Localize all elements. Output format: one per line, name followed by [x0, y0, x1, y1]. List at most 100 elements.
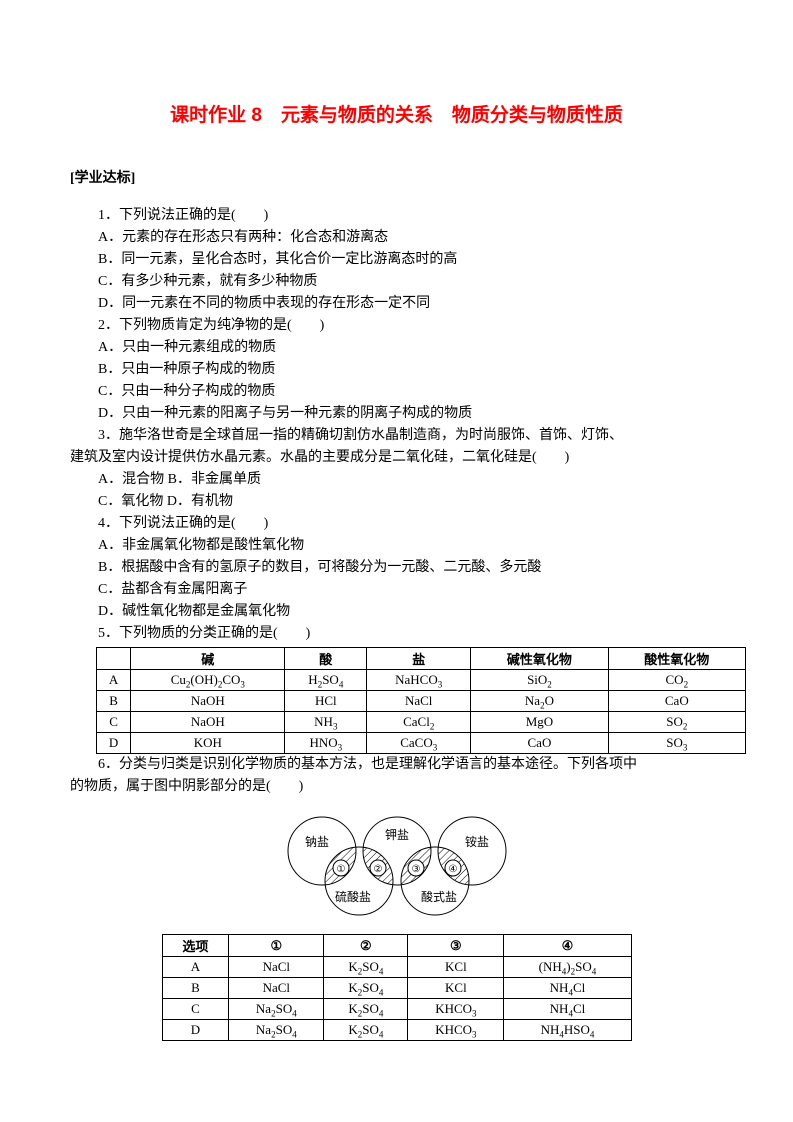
- table-header-cell: 酸性氧化物: [608, 648, 745, 670]
- q2-stem: 2．下列物质肯定为纯净物的是( ): [70, 315, 723, 337]
- label-bottom-left: 硫酸盐: [334, 889, 370, 904]
- table-cell: NH4Cl: [504, 978, 631, 999]
- table-cell: NH4Cl: [504, 999, 631, 1020]
- table-cell: CaO: [471, 733, 608, 754]
- num-4: ④: [448, 864, 457, 875]
- table-cell: NH4HSO4: [504, 1020, 631, 1041]
- q3-opt-a: A．混合物 B．非金属单质: [70, 469, 723, 491]
- q1-opt-a: A．元素的存在形态只有两种：化合态和游离态: [70, 227, 723, 249]
- table-cell: B: [162, 978, 229, 999]
- venn-diagram: ① ② ③ ④ 钠盐 钾盐 铵盐 硫酸盐 酸式盐: [267, 806, 527, 926]
- table-cell: K2SO4: [324, 999, 408, 1020]
- q1-opt-b: B．同一元素，呈化合态时，其化合价一定比游离态时的高: [70, 249, 723, 271]
- num-2: ②: [373, 864, 382, 875]
- table-cell: KHCO3: [408, 999, 504, 1020]
- table-row: BNaOHHClNaClNa2OCaO: [97, 691, 746, 712]
- table-cell: SO2: [608, 712, 745, 733]
- q6-line2: 的物质，属于图中阴影部分的是( ): [70, 776, 723, 798]
- table-cell: Cu2(OH)2CO3: [131, 670, 285, 691]
- label-top-right: 铵盐: [464, 834, 488, 849]
- q5-stem: 5．下列物质的分类正确的是( ): [70, 623, 723, 645]
- table-cell: K2SO4: [324, 957, 408, 978]
- table-header-cell: 碱: [131, 648, 285, 670]
- table-row: ANaClK2SO4KCl(NH4)2SO4: [162, 957, 631, 978]
- num-1: ①: [336, 864, 345, 875]
- q1-stem: 1．下列说法正确的是( ): [70, 205, 723, 227]
- table-cell: NaCl: [367, 691, 471, 712]
- table-cell: KHCO3: [408, 1020, 504, 1041]
- table-header-cell: [97, 648, 131, 670]
- table-header-cell: 盐: [367, 648, 471, 670]
- section-subtitle: [学业达标]: [70, 167, 723, 187]
- label-top-center: 钾盐: [384, 828, 408, 842]
- table-cell: A: [162, 957, 229, 978]
- table-q6: 选项①②③④ ANaClK2SO4KCl(NH4)2SO4BNaClK2SO4K…: [162, 934, 632, 1041]
- q3-line2: 建筑及室内设计提供仿水晶元素。水晶的主要成分是二氧化硅，二氧化硅是( ): [70, 447, 723, 469]
- q1-opt-c: C．有多少种元素，就有多少种物质: [70, 271, 723, 293]
- num-3: ③: [411, 864, 420, 875]
- label-bottom-right: 酸式盐: [420, 889, 456, 904]
- table-cell: NaCl: [229, 978, 324, 999]
- table-cell: KCl: [408, 978, 504, 999]
- q4-opt-c: C．盐都含有金属阳离子: [70, 579, 723, 601]
- table-cell: HCl: [285, 691, 367, 712]
- q4-opt-a: A．非金属氧化物都是酸性氧化物: [70, 535, 723, 557]
- label-top-left: 钠盐: [304, 834, 328, 849]
- table-q5: 碱酸盐碱性氧化物酸性氧化物 ACu2(OH)2CO3H2SO4NaHCO3SiO…: [96, 647, 746, 754]
- table-cell: CO2: [608, 670, 745, 691]
- q4-opt-b: B．根据酸中含有的氢原子的数目，可将酸分为一元酸、二元酸、多元酸: [70, 557, 723, 579]
- table-cell: CaO: [608, 691, 745, 712]
- q2-opt-a: A．只由一种元素组成的物质: [70, 337, 723, 359]
- page-title: 课时作业 8 元素与物质的关系 物质分类与物质性质: [70, 100, 723, 127]
- table-header-cell: 碱性氧化物: [471, 648, 608, 670]
- q4-stem: 4．下列说法正确的是( ): [70, 513, 723, 535]
- table-header-cell: ④: [504, 935, 631, 957]
- table-cell: D: [162, 1020, 229, 1041]
- table-cell: H2SO4: [285, 670, 367, 691]
- q1-opt-d: D．同一元素在不同的物质中表现的存在形态一定不同: [70, 293, 723, 315]
- table-row: BNaClK2SO4KClNH4Cl: [162, 978, 631, 999]
- table-cell: SO3: [608, 733, 745, 754]
- table-cell: D: [97, 733, 131, 754]
- table-cell: HNO3: [285, 733, 367, 754]
- table-cell: CaCO3: [367, 733, 471, 754]
- table-header-row: 碱酸盐碱性氧化物酸性氧化物: [97, 648, 746, 670]
- table-row: ACu2(OH)2CO3H2SO4NaHCO3SiO2CO2: [97, 670, 746, 691]
- q6-line1: 6．分类与归类是识别化学物质的基本方法，也是理解化学语言的基本途径。下列各项中: [70, 754, 723, 776]
- page: 课时作业 8 元素与物质的关系 物质分类与物质性质 [学业达标] 1．下列说法正…: [0, 0, 793, 1122]
- table-header-cell: ②: [324, 935, 408, 957]
- table-header-cell: ①: [229, 935, 324, 957]
- table-cell: Na2SO4: [229, 999, 324, 1020]
- table-cell: C: [162, 999, 229, 1020]
- q2-opt-c: C．只由一种分子构成的物质: [70, 381, 723, 403]
- table-cell: SiO2: [471, 670, 608, 691]
- table-row: CNaOHNH3CaCl2MgOSO2: [97, 712, 746, 733]
- table-cell: Na2O: [471, 691, 608, 712]
- table-cell: NH3: [285, 712, 367, 733]
- q4-opt-d: D．碱性氧化物都是金属氧化物: [70, 601, 723, 623]
- table-cell: (NH4)2SO4: [504, 957, 631, 978]
- table-cell: A: [97, 670, 131, 691]
- table-cell: K2SO4: [324, 978, 408, 999]
- table-cell: C: [97, 712, 131, 733]
- table-row: DKOHHNO3CaCO3CaOSO3: [97, 733, 746, 754]
- q2-opt-b: B．只由一种原子构成的物质: [70, 359, 723, 381]
- table-cell: NaCl: [229, 957, 324, 978]
- table-cell: KOH: [131, 733, 285, 754]
- table-cell: NaOH: [131, 712, 285, 733]
- q3-line1: 3．施华洛世奇是全球首屈一指的精确切割仿水晶制造商，为时尚服饰、首饰、灯饰、: [70, 425, 723, 447]
- table-cell: NaHCO3: [367, 670, 471, 691]
- table-header-cell: 酸: [285, 648, 367, 670]
- table-cell: K2SO4: [324, 1020, 408, 1041]
- table-header-cell: 选项: [162, 935, 229, 957]
- q3-opt-c: C．氧化物 D．有机物: [70, 491, 723, 513]
- table-header-cell: ③: [408, 935, 504, 957]
- table-cell: CaCl2: [367, 712, 471, 733]
- table-cell: MgO: [471, 712, 608, 733]
- q2-opt-d: D．只由一种元素的阳离子与另一种元素的阴离子构成的物质: [70, 403, 723, 425]
- table-cell: NaOH: [131, 691, 285, 712]
- table-cell: KCl: [408, 957, 504, 978]
- table-cell: B: [97, 691, 131, 712]
- table-header-row: 选项①②③④: [162, 935, 631, 957]
- table-cell: Na2SO4: [229, 1020, 324, 1041]
